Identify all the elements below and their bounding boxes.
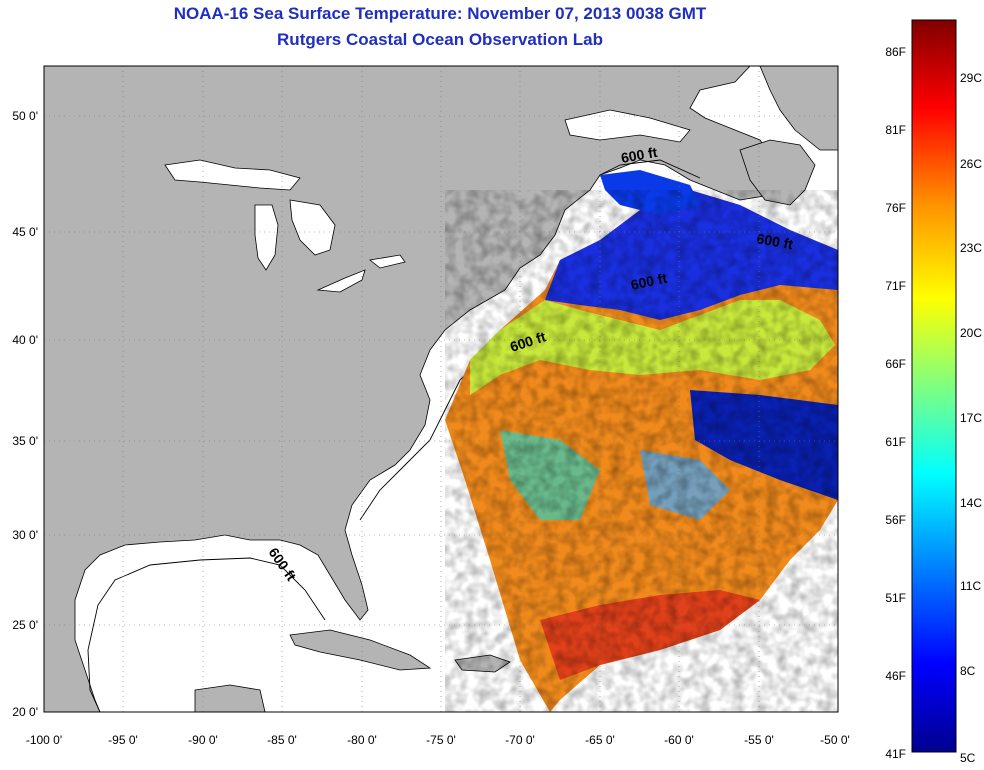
sst-swath [445, 170, 838, 712]
lon-axis: -100 0' -95 0' -90 0' -85 0' -80 0' -75 … [26, 733, 850, 747]
land-hispaniola [454, 654, 511, 673]
st-lawrence [564, 109, 691, 143]
lon-tick: -60 0' [664, 733, 694, 747]
lon-tick: -95 0' [108, 733, 138, 747]
colorbar-f-label: 66F [885, 357, 906, 371]
map-frame [43, 65, 839, 713]
lat-tick: 50 0' [12, 109, 38, 123]
lat-tick: 30 0' [12, 528, 38, 542]
colorbar-ramp [911, 19, 957, 753]
colorbar-f-label: 41F [885, 747, 906, 761]
lon-tick: -100 0' [26, 733, 62, 747]
lon-tick: -50 0' [820, 733, 850, 747]
lon-tick: -90 0' [188, 733, 218, 747]
shelf-contour-gulf-maine [599, 159, 701, 179]
colorbar-c-label: 29C [960, 71, 982, 85]
lat-tick: 25 0' [12, 618, 38, 632]
colorbar-c-label: 23C [960, 241, 982, 255]
land-labrador [759, 66, 838, 151]
chart-title: NOAA-16 Sea Surface Temperature: Novembe… [173, 4, 707, 23]
lake-superior [164, 159, 301, 191]
contour-label-georges-bank: 600 ft [629, 270, 668, 293]
lake-ontario [369, 254, 406, 269]
colorbar-c-label: 11C [960, 579, 981, 593]
colorbar-f-label: 76F [885, 201, 906, 215]
contour-label-grand-banks: 600 ft [755, 230, 794, 252]
map-area: 600 ft 600 ft 600 ft 600 ft 600 ft [44, 66, 838, 712]
land-north-america [44, 66, 781, 712]
land-yucatan [194, 684, 266, 712]
chart-subtitle: Rutgers Coastal Ocean Observation Lab [277, 30, 603, 49]
lon-tick: -70 0' [505, 733, 535, 747]
lon-tick: -65 0' [585, 733, 615, 747]
lon-tick: -80 0' [347, 733, 377, 747]
colorbar-c-label: 14C [960, 496, 982, 510]
colorbar: 86F 81F 76F 71F 66F 61F 56F 51F 46F 41F … [885, 19, 982, 765]
lake-huron [289, 199, 336, 256]
lon-tick: -85 0' [267, 733, 297, 747]
lat-tick: 20 0' [12, 705, 38, 719]
colorbar-c-label: 5C [960, 751, 976, 765]
colorbar-c-label: 20C [960, 326, 982, 340]
lake-erie [316, 269, 366, 293]
colorbar-f-label: 56F [885, 513, 906, 527]
colorbar-f-label: 86F [885, 45, 906, 59]
colorbar-f-label: 81F [885, 123, 906, 137]
colorbar-f-label: 61F [885, 435, 906, 449]
colorbar-f-label: 51F [885, 591, 906, 605]
land-cuba [289, 629, 432, 671]
lat-axis: 50 0' 45 0' 40 0' 35 0' 30 0' 25 0' 20 0… [12, 109, 38, 719]
shelf-contour-gulf [87, 557, 326, 712]
lon-tick: -55 0' [744, 733, 774, 747]
contour-label-gulf-of-st-lawrence: 600 ft [620, 144, 659, 166]
colorbar-c-label: 26C [960, 157, 982, 171]
lake-michigan [254, 204, 279, 271]
lon-tick: -75 0' [426, 733, 456, 747]
lat-tick: 45 0' [12, 225, 38, 239]
colorbar-c-label: 17C [960, 411, 982, 425]
lat-tick: 40 0' [12, 333, 38, 347]
lat-tick: 35 0' [12, 434, 38, 448]
colorbar-f-label: 46F [885, 669, 906, 683]
colorbar-f-label: 71F [885, 279, 906, 293]
colorbar-c-label: 8C [960, 664, 976, 678]
